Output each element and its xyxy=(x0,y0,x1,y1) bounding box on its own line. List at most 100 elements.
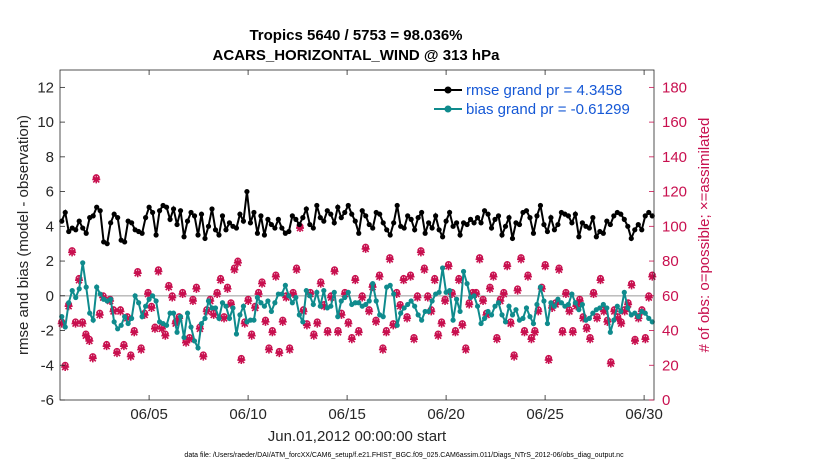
bias-point xyxy=(548,300,554,306)
bias-point xyxy=(108,296,114,302)
bias-point xyxy=(429,298,435,304)
obs-assimilated-point xyxy=(465,300,474,309)
rmse-point xyxy=(289,213,295,219)
obs-assimilated-point xyxy=(296,224,305,233)
y-axis-label: rmse and bias (model - observation) xyxy=(15,115,32,355)
rmse-point xyxy=(188,209,194,216)
rmse-point xyxy=(541,221,547,228)
y-tick-label: -4 xyxy=(41,357,54,374)
rmse-point xyxy=(506,215,512,221)
bias-point xyxy=(66,300,72,306)
bias-point xyxy=(328,303,334,309)
obs-assimilated-point xyxy=(130,328,139,337)
bias-point xyxy=(551,303,558,309)
obs-assimilated-point xyxy=(88,354,97,363)
bias-point xyxy=(356,300,362,306)
obs-assimilated-point xyxy=(157,324,166,333)
obs-assimilated-point xyxy=(71,319,80,328)
rmse-point xyxy=(111,211,117,217)
obs-assimilated-point xyxy=(513,286,522,295)
obs-assimilated-point xyxy=(254,290,263,299)
obs-assimilated-point xyxy=(617,319,626,328)
rmse-point xyxy=(628,235,634,242)
y-tick-label: -6 xyxy=(41,392,54,409)
bias-point xyxy=(94,284,100,290)
bias-point xyxy=(621,289,627,295)
bias-point xyxy=(289,300,295,306)
y-axis-left: -6 -4 -2 0 2 4 6 8 10 12 xyxy=(37,79,65,409)
rmse-point xyxy=(555,221,561,228)
bias-point xyxy=(279,291,285,297)
obs-assimilated-point xyxy=(78,319,87,328)
rmse-point xyxy=(212,227,219,233)
bias-point xyxy=(387,282,393,288)
rmse-point xyxy=(405,213,411,219)
rmse-point xyxy=(471,220,477,226)
rmse-point xyxy=(457,232,463,238)
bias-point xyxy=(307,293,313,299)
bias-point xyxy=(579,301,585,308)
obs-assimilated-point xyxy=(544,356,553,365)
bias-point xyxy=(635,314,641,320)
bias-point xyxy=(565,301,571,308)
bias-point xyxy=(373,298,379,304)
obs-assimilated-point xyxy=(365,307,374,316)
obs-assimilated-point xyxy=(416,248,425,257)
bias-point xyxy=(534,301,540,308)
bias-point xyxy=(492,303,498,309)
rmse-point xyxy=(321,218,327,224)
obs-assimilated-point xyxy=(216,276,225,285)
obs-assimilated-point xyxy=(593,314,602,323)
bias-point xyxy=(191,338,198,344)
rmse-point xyxy=(205,223,212,229)
y2-axis-label: # of obs: o=possible; ×=assimilated xyxy=(696,118,713,353)
bias-point xyxy=(125,320,131,327)
rmse-point xyxy=(177,208,184,214)
bias-point xyxy=(240,303,247,309)
y2-tick-label: 20 xyxy=(662,357,679,374)
bias-point xyxy=(198,320,205,327)
obs-assimilated-point xyxy=(427,307,436,316)
obs-assimilated-point xyxy=(327,293,336,302)
obs-assimilated-point xyxy=(85,336,94,345)
rmse-point xyxy=(604,218,610,224)
bias-point xyxy=(212,305,219,311)
bias-point xyxy=(73,294,79,301)
rmse-point xyxy=(139,230,145,236)
obs-assimilated-point xyxy=(624,300,633,309)
rmse-point xyxy=(143,215,149,221)
obs-assimilated-point xyxy=(361,244,370,253)
rmse-point xyxy=(419,209,425,216)
bias-point xyxy=(230,305,236,311)
rmse-point xyxy=(258,213,264,219)
y-tick-label: 4 xyxy=(46,218,54,235)
rmse-point xyxy=(370,225,376,231)
obs-assimilated-point xyxy=(458,321,467,330)
x-axis-label: Jun.01,2012 00:00:00 start xyxy=(268,428,447,445)
obs-assimilated-point xyxy=(340,290,349,299)
obs-assimilated-point xyxy=(278,317,287,326)
obs-assimilated-point xyxy=(116,307,125,316)
bias-point xyxy=(310,301,316,308)
rmse-point xyxy=(153,232,159,238)
obs-assimilated-point xyxy=(461,345,470,354)
bias-point xyxy=(604,305,610,311)
obs-assimilated-point xyxy=(479,297,488,305)
obs-assimilated-point xyxy=(57,319,66,328)
rmse-point xyxy=(195,232,201,238)
rmse-point xyxy=(534,213,540,219)
rmse-point xyxy=(495,213,502,219)
y-tick-label: -2 xyxy=(41,323,54,340)
bias-point xyxy=(474,303,481,309)
rmse-point xyxy=(338,215,344,221)
obs-assimilated-point xyxy=(226,300,235,309)
obs-assimilated-point xyxy=(555,265,564,274)
rmse-point xyxy=(129,220,135,226)
obs-assimilated-point xyxy=(492,335,501,344)
obs-assimilated-point xyxy=(220,314,229,323)
rmse-series xyxy=(59,188,655,247)
bias-point xyxy=(115,326,121,332)
bias-point xyxy=(436,289,442,295)
obs-assimilated-point xyxy=(261,317,270,326)
bias-point xyxy=(513,307,519,313)
